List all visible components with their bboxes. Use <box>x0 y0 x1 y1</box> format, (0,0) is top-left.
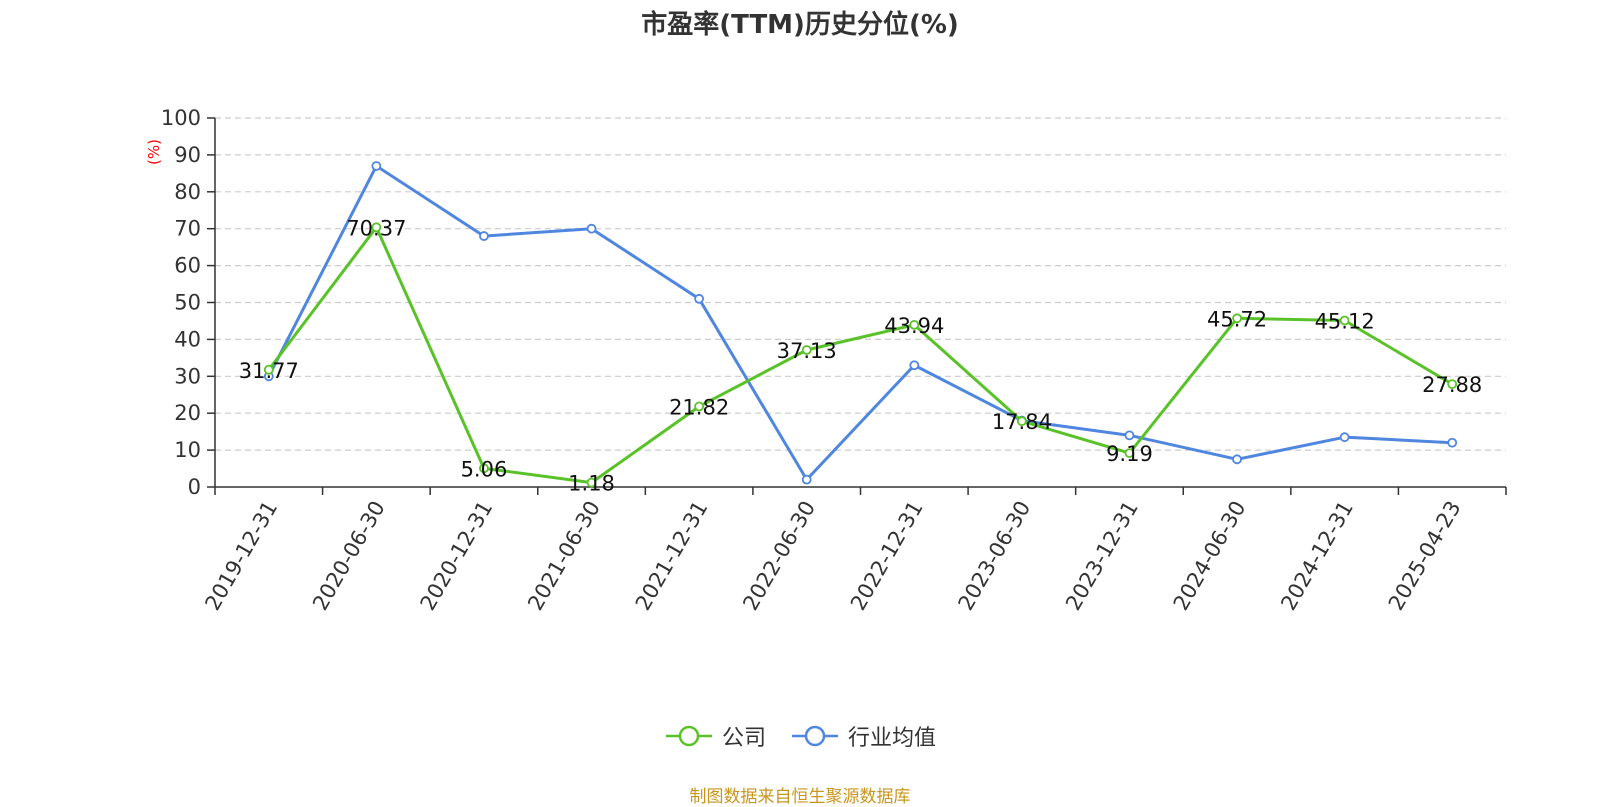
data-label: 1.18 <box>568 472 615 496</box>
series-line-industry <box>267 164 1453 482</box>
series-point-company <box>1124 448 1135 458</box>
series-point-company <box>586 477 597 488</box>
x-tick-label: 2024-06-30 <box>1169 497 1251 615</box>
data-label: 27.88 <box>1422 373 1482 397</box>
source-note: 制图数据来自恒生聚源数据库 <box>689 787 911 807</box>
series-point-company <box>371 222 382 233</box>
y-tick-label: 30 <box>174 364 201 388</box>
chart-title: 市盈率(TTM)历史分位(%) <box>641 10 959 40</box>
series-point-industry <box>479 231 489 241</box>
y-tick-label: 10 <box>174 438 201 462</box>
series-point-company <box>263 364 274 375</box>
data-label: 31.77 <box>239 359 299 383</box>
y-tick-label: 100 <box>161 106 201 130</box>
x-tick-label: 2020-06-30 <box>308 497 390 615</box>
legend-item-company[interactable]: 公司 <box>664 720 766 752</box>
series-point-industry <box>586 223 597 234</box>
series-point-company <box>801 345 812 355</box>
x-tick-label: 2024-12-31 <box>1276 497 1358 615</box>
legend-label: 行业均值 <box>848 726 937 751</box>
legend-marker <box>804 725 826 747</box>
series-line-company <box>267 225 1453 485</box>
data-label: 45.12 <box>1315 310 1375 334</box>
y-tick-label: 80 <box>174 180 201 204</box>
y-tick-label: 40 <box>174 327 201 351</box>
x-tick-label: 2022-06-30 <box>738 497 820 615</box>
legend-item-industry[interactable]: 行业均值 <box>790 720 936 752</box>
data-label: 70.37 <box>346 216 406 240</box>
legend-swatch-icon <box>792 725 838 747</box>
x-tick-label: 2022-12-31 <box>846 497 928 615</box>
legend: 公司 行业均值 <box>0 720 1600 752</box>
y-tick-label: 90 <box>174 143 201 167</box>
x-tick-label: 2023-12-31 <box>1061 497 1143 615</box>
data-label: 37.13 <box>777 339 837 363</box>
series-point-industry <box>1447 437 1458 448</box>
series-point-industry <box>371 161 382 171</box>
legend-label: 公司 <box>721 726 766 751</box>
data-label: 9.19 <box>1106 442 1153 466</box>
series-point-industry <box>1232 454 1242 465</box>
y-tick-label: 20 <box>174 401 201 425</box>
series-point-industry <box>801 474 812 485</box>
x-tick-label: 2020-12-31 <box>416 497 498 615</box>
series-point-company <box>1232 313 1242 324</box>
data-label: 21.82 <box>669 395 729 419</box>
series-point-company <box>479 463 489 474</box>
series-point-company <box>1339 315 1350 326</box>
data-label: 43.94 <box>884 314 944 338</box>
x-tick-label: 2023-06-30 <box>953 497 1035 615</box>
series-point-company <box>909 319 920 330</box>
x-tick-label: 2021-12-31 <box>631 497 713 615</box>
series-point-company <box>1016 416 1027 427</box>
x-tick-label: 2021-06-30 <box>523 497 605 615</box>
x-tick-label: 2025-04-23 <box>1384 497 1466 615</box>
series-point-industry <box>694 293 705 304</box>
data-label: 17.84 <box>992 410 1052 434</box>
series-point-industry <box>909 360 920 371</box>
x-tick-label: 2019-12-31 <box>200 497 282 615</box>
y-tick-label: 50 <box>174 291 201 315</box>
data-label: 45.72 <box>1207 307 1267 331</box>
legend-swatch-icon <box>665 725 712 747</box>
y-tick-label: 70 <box>174 217 201 241</box>
y-tick-label: 0 <box>188 475 201 499</box>
y-tick-label: 60 <box>174 254 201 278</box>
y-axis-label: (%) <box>145 139 163 165</box>
series-point-company <box>1447 379 1458 390</box>
series-point-industry <box>1339 432 1350 443</box>
series-point-company <box>694 401 705 412</box>
data-label: 5.06 <box>461 457 508 481</box>
legend-marker <box>678 725 700 747</box>
series-point-industry <box>1124 430 1135 441</box>
